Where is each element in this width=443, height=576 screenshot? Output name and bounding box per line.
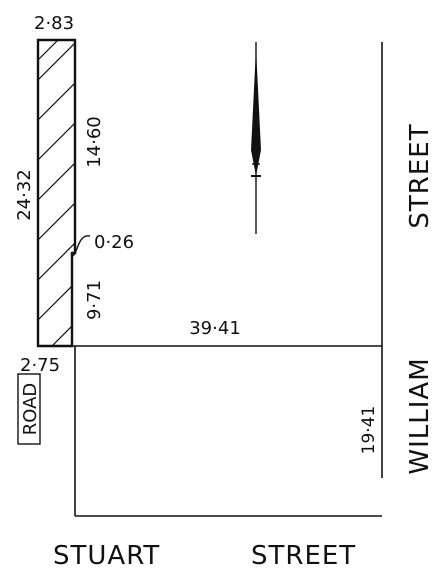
street-name-stuart-suffix: STREET: [251, 541, 356, 571]
offset-leader: [72, 235, 91, 257]
dim-lower-right-segment: 9·71: [84, 280, 105, 320]
dim-upper-right-segment: 14·60: [84, 116, 105, 168]
north-arrow-icon: [251, 42, 261, 234]
street-name-william-suffix: STREET: [405, 123, 435, 228]
dim-lot-depth: 39·41: [189, 318, 241, 339]
lot-boundaries: [38, 42, 383, 517]
hatched-strip-parcel: [36, 38, 77, 348]
road-label: ROAD: [20, 383, 41, 436]
dim-top-width: 2·83: [34, 13, 74, 34]
dim-left-height: 24·32: [14, 169, 35, 221]
dim-bottom-width: 2·75: [20, 355, 60, 376]
hatch-pattern: [38, 40, 75, 346]
street-name-william: WILLIAM: [405, 357, 435, 474]
dim-offset: 0·26: [94, 232, 134, 253]
dim-corner-segment: 19·41: [359, 406, 379, 455]
street-name-stuart: STUART: [53, 541, 160, 571]
strip-boundary: [36, 38, 77, 348]
road-label-box: ROAD: [17, 373, 41, 445]
